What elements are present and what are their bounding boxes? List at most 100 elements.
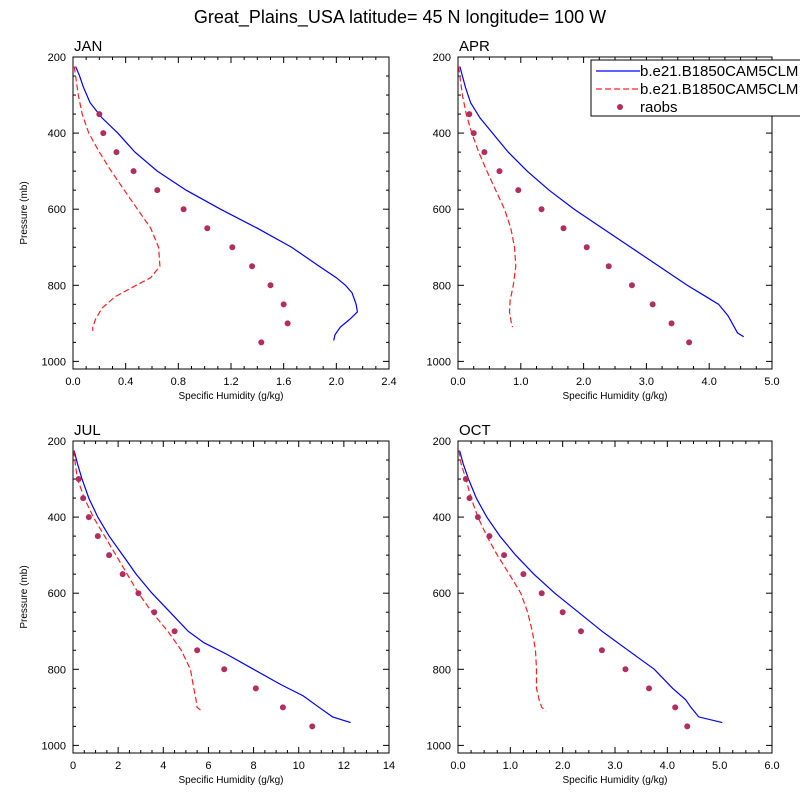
y-tick-label: 600 xyxy=(48,204,66,216)
y-axis-label: Pressure (mb) xyxy=(19,181,30,244)
raobs-marker xyxy=(135,590,142,597)
raobs-marker xyxy=(194,647,201,654)
raobs-marker xyxy=(622,666,629,673)
y-tick-label: 400 xyxy=(433,128,451,140)
series-line-solid xyxy=(459,66,745,338)
raobs-marker xyxy=(668,320,675,327)
x-tick-label: 0.8 xyxy=(171,376,186,388)
legend-marker xyxy=(617,104,623,110)
raobs-marker xyxy=(280,301,287,308)
x-tick-label: 6 xyxy=(205,760,211,772)
legend-label: raobs xyxy=(640,99,678,116)
y-tick-label: 200 xyxy=(433,436,451,448)
x-tick-label: 2.0 xyxy=(555,760,570,772)
raobs-marker xyxy=(249,263,256,270)
x-tick-label: 2.0 xyxy=(576,376,591,388)
legend-label: b.e21.B1850CAM5CLM xyxy=(640,81,798,98)
series-line-dashed xyxy=(73,450,203,712)
raobs-marker xyxy=(496,168,503,175)
series-line-solid xyxy=(73,450,351,724)
x-tick-label: 0 xyxy=(70,760,76,772)
x-tick-label: 0.0 xyxy=(65,376,80,388)
raobs-marker xyxy=(130,168,137,175)
chart-panel-jan: JAN 0.0 0.4 0.8 1.2 1.6 2.0 2.4 200 400 600 800 1000… xyxy=(19,38,397,402)
raobs-marker xyxy=(75,476,82,483)
y-tick-label: 800 xyxy=(433,280,451,292)
legend-label: b.e21.B1850CAM5CLM xyxy=(640,63,798,80)
x-tick-label: 4.0 xyxy=(660,760,675,772)
raobs-marker xyxy=(113,149,120,156)
x-tick-label: 4 xyxy=(160,760,166,772)
chart-panel-jul: JUL 0 2 4 6 8 10 12 14 200 400 600 800 1000 Specific H… xyxy=(19,422,395,786)
figure-title: Great_Plains_USA latitude= 45 N longitud… xyxy=(194,7,606,28)
series-line-solid xyxy=(459,450,723,724)
raobs-marker xyxy=(154,187,161,194)
raobs-marker xyxy=(538,206,545,213)
y-tick-label: 800 xyxy=(433,664,451,676)
raobs-marker xyxy=(221,666,228,673)
raobs-marker xyxy=(538,590,545,597)
raobs-marker xyxy=(466,111,473,118)
raobs-marker xyxy=(605,263,612,270)
y-tick-label: 1000 xyxy=(42,356,66,368)
plot-area xyxy=(458,450,723,730)
y-tick-label: 800 xyxy=(48,664,66,676)
plot-frame xyxy=(72,56,390,370)
raobs-marker xyxy=(684,723,691,730)
raobs-marker xyxy=(646,685,653,692)
raobs-marker xyxy=(309,723,316,730)
y-tick-label: 1000 xyxy=(427,740,451,752)
x-tick-label: 14 xyxy=(383,760,395,772)
raobs-marker xyxy=(252,685,259,692)
raobs-marker xyxy=(80,495,87,502)
series-line-solid xyxy=(75,66,359,341)
raobs-marker xyxy=(672,704,679,711)
raobs-marker xyxy=(267,282,274,289)
x-tick-label: 2.0 xyxy=(329,376,344,388)
x-tick-label: 0.0 xyxy=(450,760,465,772)
panel-title: JUL xyxy=(74,422,101,439)
legend: b.e21.B1850CAM5CLMb.e21.B1850CAM5CLMraob… xyxy=(590,59,800,117)
raobs-marker xyxy=(279,704,286,711)
y-tick-label: 1000 xyxy=(427,356,451,368)
x-tick-label: 0.0 xyxy=(450,376,465,388)
plot-frame xyxy=(457,440,773,754)
x-axis-label: Specific Humidity (g/kg) xyxy=(562,391,667,402)
y-tick-label: 600 xyxy=(433,588,451,600)
raobs-marker xyxy=(628,282,635,289)
x-tick-label: 1.0 xyxy=(503,760,518,772)
raobs-marker xyxy=(106,552,113,559)
raobs-marker xyxy=(204,225,211,232)
x-tick-label: 1.0 xyxy=(513,376,528,388)
raobs-marker xyxy=(577,628,584,635)
y-axis-label: Pressure (mb) xyxy=(19,565,30,628)
raobs-marker xyxy=(474,514,481,521)
y-tick-label: 200 xyxy=(48,436,66,448)
x-tick-label: 4.0 xyxy=(702,376,717,388)
chart-panel-oct: OCT 0.0 1.0 2.0 3.0 4.0 5.0 6.0 200 400 600 800 1000… xyxy=(427,422,780,786)
x-tick-label: 6.0 xyxy=(764,760,779,772)
x-tick-label: 3.0 xyxy=(639,376,654,388)
series-line-dashed xyxy=(458,66,517,328)
plot-area xyxy=(458,66,745,346)
y-tick-label: 200 xyxy=(48,52,66,64)
panel-title: JAN xyxy=(74,38,102,55)
raobs-marker xyxy=(583,244,590,251)
y-tick-label: 600 xyxy=(433,204,451,216)
raobs-marker xyxy=(560,225,567,232)
x-tick-label: 2.4 xyxy=(381,376,396,388)
raobs-marker xyxy=(258,339,265,346)
plot-area xyxy=(73,66,359,346)
raobs-marker xyxy=(151,609,158,616)
raobs-marker xyxy=(96,111,103,118)
y-tick-label: 600 xyxy=(48,588,66,600)
raobs-marker xyxy=(515,187,522,194)
series-line-dashed xyxy=(73,66,161,331)
raobs-marker xyxy=(481,149,488,156)
x-tick-label: 2 xyxy=(115,760,121,772)
raobs-marker xyxy=(486,533,493,540)
raobs-marker xyxy=(649,301,656,308)
x-tick-label: 10 xyxy=(293,760,305,772)
